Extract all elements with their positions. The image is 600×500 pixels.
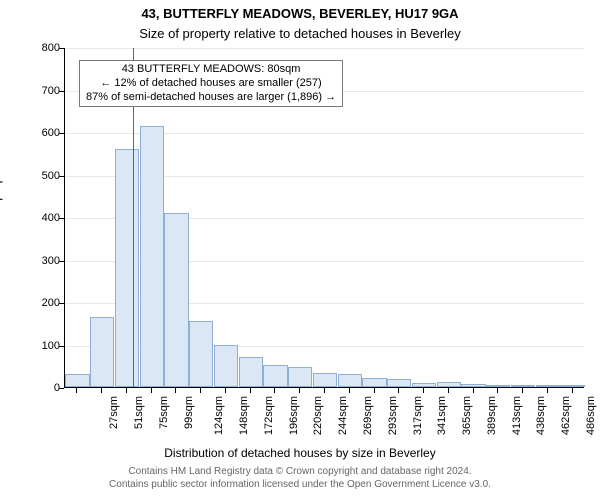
histogram-bar — [486, 385, 510, 387]
y-tick-mark — [59, 91, 64, 92]
y-tick-mark — [59, 346, 64, 347]
x-tick-label: 413sqm — [511, 396, 523, 435]
x-tick-mark — [250, 388, 251, 393]
y-tick-mark — [59, 388, 64, 389]
x-tick-mark — [374, 388, 375, 393]
histogram-bar — [362, 378, 386, 387]
x-tick-mark — [274, 388, 275, 393]
y-tick-label: 300 — [30, 255, 60, 267]
gridline — [65, 48, 584, 49]
x-tick-mark — [225, 388, 226, 393]
y-tick-label: 200 — [30, 297, 60, 309]
x-tick-label: 51sqm — [133, 396, 145, 429]
x-tick-label: 172sqm — [263, 396, 275, 435]
chart-container: 43, BUTTERFLY MEADOWS, BEVERLEY, HU17 9G… — [0, 0, 600, 500]
x-tick-mark — [126, 388, 127, 393]
histogram-bar — [239, 357, 263, 387]
y-tick-label: 700 — [30, 85, 60, 97]
x-tick-label: 389sqm — [486, 396, 498, 435]
x-tick-label: 486sqm — [585, 396, 597, 435]
x-tick-mark — [349, 388, 350, 393]
x-tick-mark — [299, 388, 300, 393]
y-tick-label: 400 — [30, 212, 60, 224]
x-tick-mark — [101, 388, 102, 393]
histogram-bar — [387, 379, 411, 387]
x-tick-mark — [448, 388, 449, 393]
histogram-bar — [338, 374, 362, 387]
x-tick-mark — [497, 388, 498, 393]
histogram-bar — [263, 365, 287, 387]
x-tick-mark — [151, 388, 152, 393]
x-tick-mark — [473, 388, 474, 393]
x-tick-mark — [522, 388, 523, 393]
plot-area: 43 BUTTERFLY MEADOWS: 80sqm ← 12% of det… — [64, 48, 584, 388]
histogram-bar — [90, 317, 114, 387]
x-tick-label: 27sqm — [108, 396, 120, 429]
histogram-bar — [288, 367, 312, 387]
histogram-bar — [140, 126, 164, 387]
x-tick-label: 293sqm — [387, 396, 399, 435]
histogram-bar — [560, 385, 584, 387]
annotation-box: 43 BUTTERFLY MEADOWS: 80sqm ← 12% of det… — [79, 60, 343, 107]
x-tick-label: 244sqm — [337, 396, 349, 435]
x-tick-label: 148sqm — [238, 396, 250, 435]
footer-line2: Contains public sector information licen… — [0, 479, 600, 492]
histogram-bar — [412, 383, 436, 387]
histogram-bar — [511, 385, 535, 387]
x-axis-label: Distribution of detached houses by size … — [0, 446, 600, 460]
y-tick-label: 600 — [30, 127, 60, 139]
x-tick-label: 269sqm — [362, 396, 374, 435]
y-tick-label: 100 — [30, 340, 60, 352]
x-tick-label: 438sqm — [535, 396, 547, 435]
annotation-line2: ← 12% of detached houses are smaller (25… — [86, 77, 336, 91]
histogram-bar — [65, 374, 89, 387]
x-tick-label: 99sqm — [183, 396, 195, 429]
footer: Contains HM Land Registry data © Crown c… — [0, 466, 600, 491]
histogram-bar — [214, 345, 238, 387]
page-title: 43, BUTTERFLY MEADOWS, BEVERLEY, HU17 9G… — [0, 6, 600, 21]
y-tick-mark — [59, 218, 64, 219]
histogram-bar — [189, 321, 213, 387]
x-tick-label: 75sqm — [158, 396, 170, 429]
y-axis-label: Number of detached properties — [0, 147, 3, 312]
y-tick-mark — [59, 176, 64, 177]
x-tick-label: 365sqm — [461, 396, 473, 435]
y-tick-mark — [59, 261, 64, 262]
x-tick-mark — [200, 388, 201, 393]
y-tick-mark — [59, 303, 64, 304]
footer-line1: Contains HM Land Registry data © Crown c… — [0, 466, 600, 479]
page-subtitle: Size of property relative to detached ho… — [0, 26, 600, 41]
annotation-line3: 87% of semi-detached houses are larger (… — [86, 91, 336, 105]
x-tick-label: 220sqm — [313, 396, 325, 435]
histogram-bar — [536, 385, 560, 387]
annotation-line1: 43 BUTTERFLY MEADOWS: 80sqm — [86, 63, 336, 77]
x-tick-label: 317sqm — [412, 396, 424, 435]
y-tick-label: 0 — [30, 382, 60, 394]
x-tick-mark — [398, 388, 399, 393]
histogram-bar — [164, 213, 188, 387]
x-tick-mark — [572, 388, 573, 393]
histogram-bar — [115, 149, 139, 387]
y-tick-label: 500 — [30, 170, 60, 182]
x-tick-mark — [175, 388, 176, 393]
histogram-bar — [461, 384, 485, 387]
x-tick-label: 124sqm — [214, 396, 226, 435]
x-tick-label: 196sqm — [288, 396, 300, 435]
y-tick-mark — [59, 133, 64, 134]
x-tick-mark — [76, 388, 77, 393]
histogram-bar — [313, 373, 337, 387]
histogram-bar — [437, 382, 461, 387]
x-tick-label: 341sqm — [436, 396, 448, 435]
x-tick-mark — [324, 388, 325, 393]
x-tick-label: 462sqm — [560, 396, 572, 435]
x-tick-mark — [423, 388, 424, 393]
y-tick-mark — [59, 48, 64, 49]
y-tick-label: 800 — [30, 42, 60, 54]
x-tick-mark — [547, 388, 548, 393]
